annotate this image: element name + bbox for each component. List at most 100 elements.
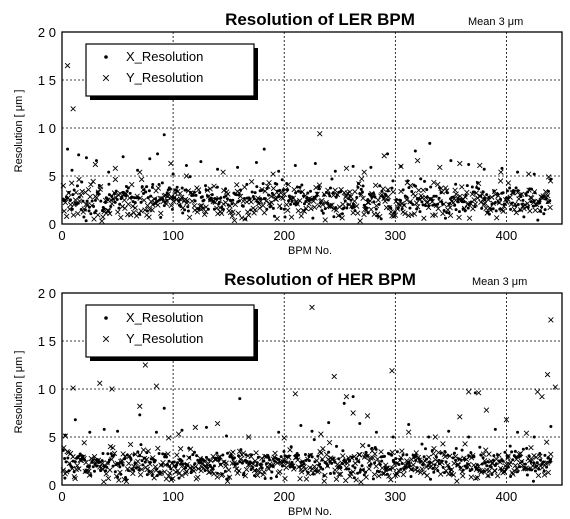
y-resolution-point	[129, 466, 135, 473]
y-resolution-point	[431, 179, 437, 186]
y-resolution-point	[83, 201, 89, 208]
y-resolution-point	[97, 464, 103, 470]
y-resolution-point	[503, 417, 510, 423]
x-resolution-point	[546, 189, 550, 193]
y-resolution-point	[191, 468, 197, 474]
y-resolution-point	[170, 475, 176, 482]
x-resolution-point	[457, 210, 461, 214]
y-resolution-point	[295, 457, 301, 463]
y-resolution-point	[541, 472, 548, 478]
y-resolution-point	[233, 466, 240, 472]
y-resolution-point	[481, 458, 488, 464]
y-resolution-point	[536, 199, 542, 205]
x-resolution-point	[532, 435, 536, 439]
x-resolution-point	[66, 147, 70, 151]
y-resolution-point	[400, 471, 407, 478]
y-resolution-point	[324, 463, 331, 469]
y-resolution-point	[97, 380, 103, 386]
y-resolution-point	[176, 470, 182, 477]
x-resolution-point	[377, 470, 381, 474]
x-resolution-point	[226, 451, 230, 455]
y-resolution-point	[277, 189, 284, 196]
y-resolution-point	[236, 190, 243, 196]
x-resolution-point	[277, 430, 281, 434]
x-resolution-point	[367, 444, 371, 448]
x-resolution-point	[126, 186, 130, 190]
x-resolution-point	[84, 219, 88, 223]
y-resolution-point	[382, 462, 389, 468]
y-resolution-point	[116, 477, 122, 483]
y-resolution-point	[127, 441, 134, 448]
x-resolution-point	[77, 454, 81, 458]
x-resolution-point	[539, 458, 543, 462]
y-resolution-point	[281, 191, 288, 197]
x-resolution-point	[437, 196, 441, 200]
x-resolution-point	[265, 207, 269, 211]
y-resolution-point	[540, 193, 546, 199]
y-resolution-point	[253, 450, 259, 456]
y-resolution-point	[380, 186, 386, 192]
y-resolution-point	[99, 218, 105, 224]
y-resolution-point	[245, 462, 252, 468]
y-resolution-point	[284, 207, 291, 213]
y-resolution-point	[357, 451, 363, 458]
y-resolution-point	[435, 205, 441, 212]
y-resolution-point	[416, 457, 423, 463]
x-resolution-point	[494, 209, 498, 213]
y-resolution-point	[475, 463, 482, 470]
y-resolution-point	[109, 456, 115, 463]
x-resolution-point	[443, 450, 447, 454]
y-resolution-point	[216, 195, 222, 202]
x-resolution-point	[87, 209, 91, 213]
y-resolution-point	[280, 195, 286, 201]
x-resolution-point	[138, 413, 142, 417]
y-resolution-point	[76, 176, 82, 183]
y-resolution-point	[332, 467, 338, 473]
y-tick-label: 1 5	[38, 73, 56, 88]
y-resolution-point	[291, 466, 297, 472]
y-resolution-point	[389, 449, 396, 456]
x-resolution-point	[113, 470, 117, 474]
y-resolution-point	[516, 451, 522, 457]
x-resolution-point	[63, 476, 67, 480]
y-resolution-point	[155, 445, 161, 452]
mean-annotation: Mean 3 μm	[472, 276, 527, 288]
y-resolution-point	[391, 461, 398, 467]
y-resolution-point	[134, 193, 140, 199]
x-resolution-point	[311, 216, 315, 220]
y-resolution-point	[160, 198, 166, 205]
y-resolution-point	[459, 184, 465, 190]
y-resolution-point	[112, 176, 119, 183]
x-resolution-point	[309, 189, 313, 193]
y-resolution-point	[248, 199, 254, 205]
x-resolution-point	[232, 456, 236, 460]
y-resolution-point	[288, 214, 295, 220]
x-resolution-point	[197, 461, 201, 465]
y-resolution-point	[518, 458, 525, 465]
y-resolution-point	[356, 452, 362, 458]
y-resolution-point	[527, 195, 534, 201]
y-resolution-point	[102, 463, 109, 469]
y-resolution-point	[245, 434, 252, 440]
x-resolution-point	[485, 464, 489, 468]
x-resolution-point	[195, 454, 199, 458]
x-resolution-point	[351, 164, 355, 168]
x-resolution-point	[548, 199, 552, 203]
y-resolution-point	[183, 173, 190, 179]
y-resolution-point	[372, 451, 378, 457]
y-resolution-point	[547, 456, 553, 463]
x-resolution-point	[73, 460, 77, 464]
y-resolution-point	[115, 209, 121, 215]
y-resolution-point	[171, 462, 178, 469]
y-resolution-point	[437, 164, 443, 171]
x-resolution-point	[373, 461, 377, 465]
legend-box	[85, 43, 255, 97]
y-resolution-point	[297, 197, 303, 204]
y-resolution-point	[496, 452, 502, 458]
y-resolution-point	[142, 362, 149, 368]
x-resolution-point	[293, 163, 297, 167]
y-resolution-point	[168, 202, 174, 209]
legend-label: X_Resolution	[126, 49, 203, 64]
y-resolution-point	[180, 205, 186, 211]
x-resolution-point	[259, 197, 263, 201]
